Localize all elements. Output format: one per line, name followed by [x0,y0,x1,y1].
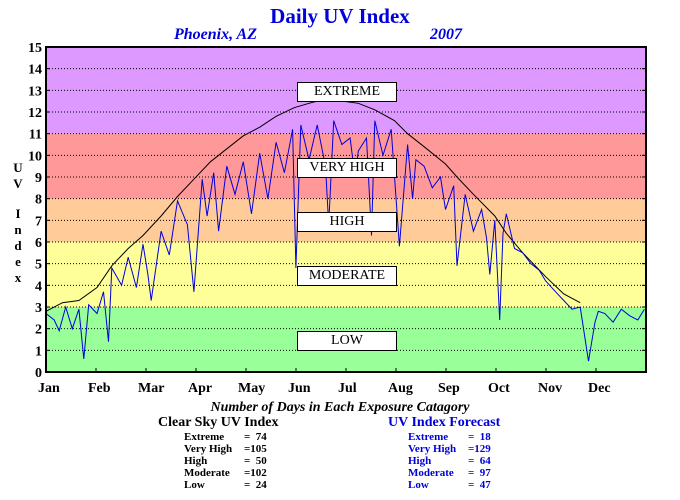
x-tick-label: Nov [538,381,562,396]
count-label: Moderate [184,467,230,479]
x-tick-label: Apr [188,381,212,396]
y-axis-label-letter: d [14,238,22,253]
counts-caption: Number of Days in Each Exposure Catagory [210,400,470,415]
y-tick-label: 1 [35,344,42,359]
x-tick-label: Mar [138,381,164,396]
y-tick-label: 13 [28,84,42,99]
y-tick-label: 11 [29,128,42,143]
count-value: = 64 [468,455,491,467]
count-value: = 50 [244,455,267,467]
band-label-low: LOW [297,331,397,351]
x-tick-label: May [238,381,265,396]
y-axis-label-letter: x [14,270,22,285]
x-tick-label: Jan [38,381,60,396]
location-subtitle: Phoenix, AZ [174,26,257,43]
band-label-high: HIGH [297,212,397,232]
count-value: = 18 [468,431,491,443]
forecast-table-title: UV Index Forecast [388,415,501,430]
count-value: = 47 [468,479,491,491]
y-tick-label: 3 [35,301,42,316]
y-axis-label-letter: e [15,254,21,269]
count-label: Low [408,479,429,491]
y-tick-label: 0 [35,366,42,381]
count-label: Very High [408,443,457,455]
y-tick-label: 4 [35,279,42,294]
x-tick-label: Dec [588,381,611,396]
y-tick-label: 7 [35,214,42,229]
count-value: =105 [244,443,267,455]
count-label: Low [184,479,205,491]
x-tick-label: Jun [288,381,311,396]
x-tick-label: Oct [488,381,510,396]
y-tick-label: 10 [28,149,42,164]
count-label: High [184,455,208,467]
count-value: =129 [468,443,491,455]
y-axis-label-letter: n [14,222,22,237]
y-tick-label: 5 [35,258,42,273]
x-tick-label: Sep [438,381,460,396]
x-tick-label: Jul [338,381,357,396]
band-label-extreme: EXTREME [297,82,397,102]
y-axis-label-letter: I [15,206,21,221]
count-label: Very High [184,443,233,455]
chart-title: Daily UV Index [270,4,410,28]
x-tick-label: Feb [88,381,111,396]
y-tick-label: 14 [28,63,42,78]
y-tick-label: 6 [35,236,42,251]
band-label-moderate: MODERATE [297,266,397,286]
count-label: Moderate [408,467,454,479]
count-value: = 97 [468,467,491,479]
y-tick-label: 8 [35,193,42,208]
y-axis-label-letter: V [13,176,23,191]
count-label: High [408,455,432,467]
year-subtitle: 2007 [430,26,462,43]
y-axis-label-letter: U [13,160,23,175]
count-value: = 74 [244,431,267,443]
count-label: Extreme [184,431,225,443]
count-label: Extreme [408,431,449,443]
y-tick-label: 15 [28,41,42,56]
y-tick-label: 2 [35,323,42,338]
series-clear-sky-line [45,98,581,312]
y-tick-label: 9 [35,171,42,186]
count-value: =102 [244,467,267,479]
band-label-very-high: VERY HIGH [297,158,397,178]
plot-frame [45,46,647,373]
y-tick-label: 12 [28,106,42,121]
x-tick-label: Aug [388,381,413,396]
clear-sky-table-title: Clear Sky UV Index [158,415,279,430]
series-forecast-line [45,120,645,362]
count-value: = 24 [244,479,267,491]
